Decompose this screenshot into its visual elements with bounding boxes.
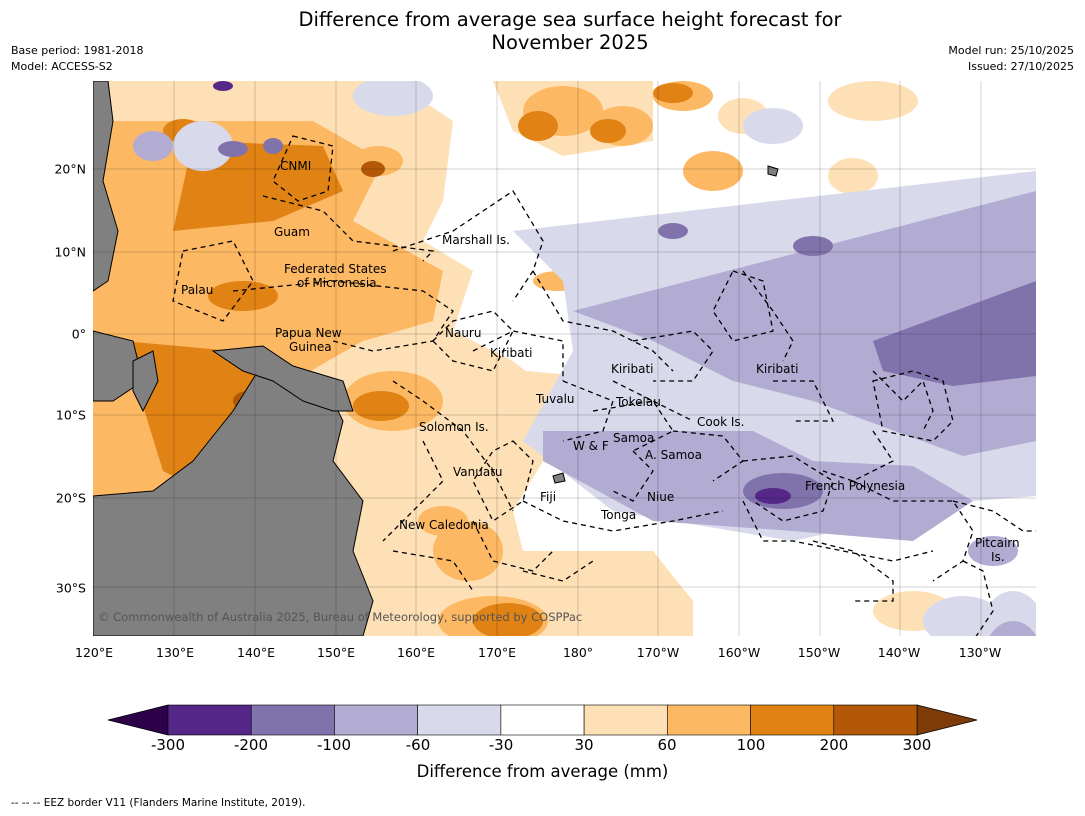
label-png-line1: Papua New [275,326,342,340]
colorbar-tick: -30 [488,736,514,754]
region-labels: CNMI Guam Marshall Is. Federated States … [98,159,1020,624]
label-wallis-futuna: W & F [573,439,609,453]
sulawesi-land [132,350,159,413]
y-tick-label: 20°N [54,161,86,177]
x-tick-label: 130°E [155,645,195,660]
new-guinea-land [211,345,354,412]
colorbar-extend-low [107,704,169,736]
colorbar-bin [334,704,418,736]
meta-left: Base period: 1981-2018 Model: ACCESS-S2 [11,43,143,75]
x-tick-label: 170°W [636,645,680,660]
y-tick-label: 10°S [55,407,86,423]
y-tick-label: 10°N [54,244,86,260]
colorbar-bin [167,704,252,736]
label-tokelau: Tokelau [615,395,661,409]
label-pitcairn-line2: Is. [991,550,1005,564]
colorbar-bin [667,704,751,736]
label-pitcairn-line1: Pitcairn [975,536,1020,550]
model-run: Model run: 25/10/2025 [948,44,1074,57]
colorbar-bins [167,704,918,736]
model-name: Model: ACCESS-S2 [11,60,113,73]
title-line-2: November 2025 [491,31,649,54]
label-fsm-line2: of Micronesia [297,276,377,290]
meta-right: Model run: 25/10/2025 Issued: 27/10/2025 [948,43,1074,75]
chart-title: Difference from average sea surface heig… [200,8,940,54]
colorbar-bin [750,704,835,736]
label-kiribati-east: Kiribati [756,362,798,376]
label-french-polynesia: French Polynesia [805,479,905,493]
x-tick-label: 160°E [396,645,436,660]
label-niue: Niue [647,490,674,504]
x-tick-label: 120°E [74,645,114,660]
colorbar-tick: 60 [657,736,677,754]
copyright-notice: © Commonwealth of Australia 2025, Bureau… [98,610,582,624]
colorbar-tick: 100 [736,736,766,754]
label-nauru: Nauru [445,326,481,340]
label-marshall: Marshall Is. [442,233,510,247]
label-kiribati-central: Kiribati [611,362,653,376]
australia-land [93,370,374,636]
anomaly-negative-darker [213,81,791,504]
label-tuvalu: Tuvalu [535,392,575,406]
y-tick-label: 30°S [55,580,86,596]
colorbar-tick: -100 [316,736,352,754]
colorbar-tick: 30 [574,736,594,754]
colorbar-tick: -60 [405,736,431,754]
label-new-caledonia: New Caledonia [399,518,489,532]
label-samoa: Samoa [613,431,654,445]
label-palau: Palau [181,283,213,297]
colorbar-bin [583,704,668,736]
colorbar-bin [250,704,335,736]
label-fiji: Fiji [540,490,556,504]
x-tick-label: 140°W [877,645,921,660]
colorbar-label: Difference from average (mm) [416,762,669,781]
label-tonga: Tonga [600,508,636,522]
colorbar [107,704,978,736]
anomaly-negative-dark [218,138,1036,509]
x-tick-label: 160°W [717,645,761,660]
x-tick-label: 150°W [797,645,841,660]
label-guam: Guam [274,225,310,239]
eez-footnote: -- -- -- EEZ border V11 (Flanders Marine… [11,797,306,809]
fiji-land [552,472,566,484]
philippines-land [93,81,119,292]
borneo-land [93,330,144,402]
x-tick-label: 180° [562,645,594,660]
x-tick-label: 170°E [477,645,517,660]
colorbar-extend-high [916,704,978,736]
colorbar-tick: -200 [233,736,269,754]
map-svg: CNMI Guam Marshall Is. Federated States … [93,81,1036,636]
issued-date: Issued: 27/10/2025 [967,60,1074,73]
gridlines [93,81,1036,636]
hawaii-land [767,165,779,177]
label-png-line2: Guinea [289,340,332,354]
label-cnmi: CNMI [280,159,311,173]
map-panel: CNMI Guam Marshall Is. Federated States … [93,81,1036,636]
x-tick-label: 130°W [958,645,1002,660]
label-vanuatu: Vanuatu [453,465,503,479]
colorbar-tick: -300 [150,736,186,754]
y-tick-label: 0° [71,326,86,342]
eez-borders [172,135,1036,636]
x-tick-label: 140°E [236,645,276,660]
x-tick-label: 150°E [316,645,356,660]
colorbar-tick: 300 [902,736,932,754]
label-cook: Cook Is. [697,415,744,429]
label-american-samoa: A. Samoa [645,448,702,462]
title-line-1: Difference from average sea surface heig… [298,8,842,31]
colorbar-bin [500,704,585,736]
y-tick-label: 20°S [55,490,86,506]
land-masses [93,81,779,636]
colorbar-bin [833,704,918,736]
label-fsm-line1: Federated States [284,262,386,276]
base-period: Base period: 1981-2018 [11,44,144,57]
label-kiribati-west: Kiribati [490,346,532,360]
colorbar-tick: 200 [819,736,849,754]
colorbar-bin [417,704,502,736]
label-solomon: Solomon Is. [419,420,489,434]
